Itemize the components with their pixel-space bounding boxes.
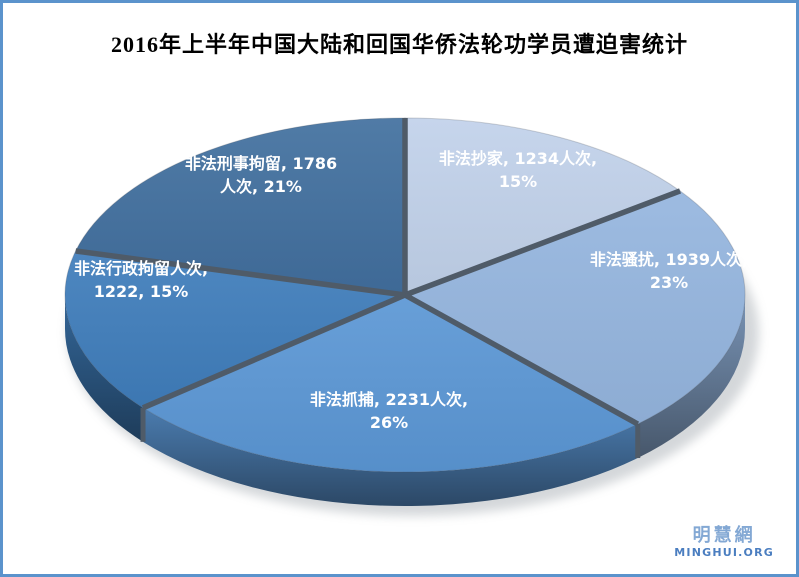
slice-label-2: 非法抓捕, 2231人次, 26% (310, 390, 468, 432)
pie-slice-3 (64, 250, 407, 409)
pie-divider (75, 248, 406, 298)
pie-divider (141, 292, 407, 411)
pie-slice-4 (74, 117, 406, 296)
pie-slice-1 (403, 190, 746, 425)
slice-label-1: 非法骚扰, 1939人次, 23% (590, 250, 748, 292)
pie-slice-2 (141, 294, 639, 473)
chart-title: 2016年上半年中国大陆和回国华侨法轮功学员遭迫害统计 (110, 32, 688, 57)
slice-label-3: 非法行政拘留人次, 1222, 15% (74, 259, 208, 301)
pie-slice-side-1 (637, 295, 745, 459)
slice-label-0: 非法抄家, 1234人次, 15% (439, 149, 597, 191)
pie-divider (403, 292, 640, 427)
pie-slice-side-3 (65, 295, 144, 442)
pie-divider (404, 188, 682, 298)
slice-label-4: 非法刑事拘留, 1786 人次, 21% (185, 154, 337, 196)
minghui-logo-cn: 明慧網 (692, 524, 756, 546)
minghui-logo-en: MINGHUI.ORG (674, 546, 774, 560)
pie-chart: 非法抄家, 1234人次, 15% 非法骚扰, 1939人次, 23% 非法抓捕, 22… (64, 117, 759, 516)
pie-slice-0 (404, 117, 682, 296)
pie-slice-side-2 (143, 407, 638, 506)
minghui-logo: 明慧網 MINGHUI.ORG (674, 524, 774, 560)
